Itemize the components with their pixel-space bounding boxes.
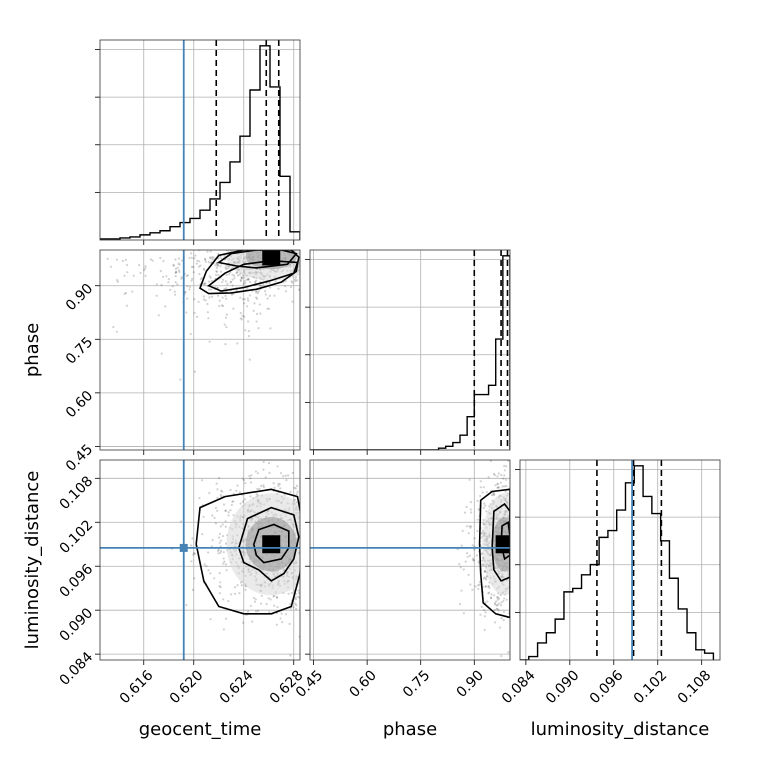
y-tick-label-luminosity_distance: 0.096	[57, 561, 97, 601]
y-tick-label-phase: 0.75	[63, 334, 96, 367]
y-tick-label-phase: 0.45	[63, 441, 96, 474]
hist-panel-luminosity_distance	[515, 459, 721, 665]
x-tick-label-geocent_time: 0.624	[217, 667, 257, 707]
panel-content	[100, 460, 300, 660]
x-tick-label-phase: 0.90	[454, 667, 487, 700]
scatter-panel-geocent_time-luminosity_distance	[95, 459, 301, 665]
x-tick-label-luminosity_distance: 0.090	[543, 667, 583, 707]
hist-geocent_time	[100, 45, 300, 240]
y-tick-label-phase: 0.90	[63, 281, 96, 314]
x-axis-label-luminosity_distance: luminosity_distance	[531, 719, 710, 740]
contour-level-0	[216, 250, 298, 269]
hist-luminosity_distance	[520, 465, 715, 660]
panel-content	[100, 250, 300, 450]
panel-content	[310, 460, 510, 660]
x-axis-label-phase: phase	[383, 719, 437, 740]
x-tick-label-geocent_time: 0.616	[117, 667, 157, 707]
x-tick-label-luminosity_distance: 0.108	[675, 667, 715, 707]
contour-level-2	[478, 488, 510, 619]
x-tick-label-luminosity_distance: 0.096	[587, 667, 627, 707]
panel-frame	[99, 249, 301, 451]
contour-level-2	[199, 250, 300, 295]
x-tick-label-luminosity_distance: 0.084	[499, 667, 539, 707]
contour-level-0	[500, 520, 510, 561]
contour-level-2	[195, 488, 300, 615]
y-axis-label-luminosity_distance: luminosity_distance	[22, 471, 43, 650]
truth-marker	[179, 543, 188, 552]
hist-frame	[519, 459, 721, 661]
y-tick-label-luminosity_distance: 0.108	[57, 473, 97, 513]
x-tick-label-luminosity_distance: 0.102	[631, 667, 671, 707]
x-axis-label-geocent_time: geocent_time	[139, 719, 262, 740]
panel-frame	[309, 459, 511, 661]
hist-panel-geocent_time	[95, 39, 301, 245]
y-tick-label-phase: 0.60	[63, 388, 96, 421]
y-tick-label-luminosity_distance: 0.090	[57, 605, 97, 645]
scatter-panel-phase-luminosity_distance	[305, 459, 511, 665]
y-tick-label-luminosity_distance: 0.102	[57, 517, 97, 557]
contour-level-1	[237, 506, 300, 582]
panel-frame	[99, 459, 301, 661]
x-tick-label-phase: 0.60	[347, 667, 380, 700]
sample-points	[106, 250, 300, 381]
contour-level-1	[207, 259, 299, 292]
y-axis-label-phase: phase	[22, 323, 43, 377]
contour-level-1	[491, 502, 510, 582]
hist-frame	[99, 39, 301, 241]
scatter-panel-geocent_time-phase	[95, 249, 301, 455]
y-tick-label-luminosity_distance: 0.084	[57, 649, 97, 689]
x-tick-label-phase: 0.75	[400, 667, 433, 700]
x-tick-label-geocent_time: 0.620	[167, 667, 207, 707]
hist-phase	[310, 255, 510, 450]
hist-panel-phase	[305, 249, 511, 455]
hist-frame	[309, 249, 511, 451]
